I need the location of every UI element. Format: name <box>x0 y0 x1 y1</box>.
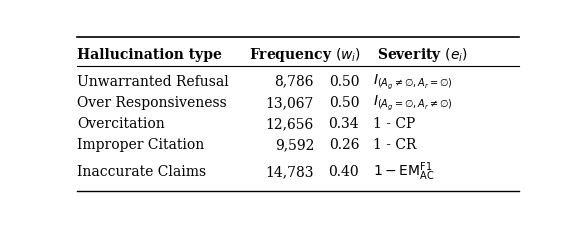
Text: Frequency $(w_i)$: Frequency $(w_i)$ <box>249 46 361 64</box>
Text: 14,783: 14,783 <box>265 164 314 178</box>
Text: Unwarranted Refusal: Unwarranted Refusal <box>77 74 229 88</box>
Text: 8,786: 8,786 <box>275 74 314 88</box>
Text: 1 - CR: 1 - CR <box>372 138 416 152</box>
Text: 0.50: 0.50 <box>329 95 359 109</box>
Text: $I_{(A_g\neq\emptyset,A_r=\emptyset)}$: $I_{(A_g\neq\emptyset,A_r=\emptyset)}$ <box>372 72 452 90</box>
Text: Overcitation: Overcitation <box>77 117 165 131</box>
Text: 0.34: 0.34 <box>329 117 359 131</box>
Text: 0.40: 0.40 <box>329 164 359 178</box>
Text: 0.50: 0.50 <box>329 74 359 88</box>
Text: Hallucination type: Hallucination type <box>77 48 222 62</box>
Text: 1 - CP: 1 - CP <box>372 117 415 131</box>
Text: 9,592: 9,592 <box>275 138 314 152</box>
Text: Improper Citation: Improper Citation <box>77 138 204 152</box>
Text: $1 - \mathrm{EM}_{\mathrm{AC}}^{\mathrm{F1}}$: $1 - \mathrm{EM}_{\mathrm{AC}}^{\mathrm{… <box>372 160 434 183</box>
Text: $I_{(A_g=\emptyset,A_r\neq\emptyset)}$: $I_{(A_g=\emptyset,A_r\neq\emptyset)}$ <box>372 93 452 112</box>
Text: Severity $(e_i)$: Severity $(e_i)$ <box>377 46 468 64</box>
Text: 13,067: 13,067 <box>266 95 314 109</box>
Text: Inaccurate Claims: Inaccurate Claims <box>77 164 207 178</box>
Text: 12,656: 12,656 <box>266 117 314 131</box>
Text: 0.26: 0.26 <box>329 138 359 152</box>
Text: Over Responsiveness: Over Responsiveness <box>77 95 227 109</box>
